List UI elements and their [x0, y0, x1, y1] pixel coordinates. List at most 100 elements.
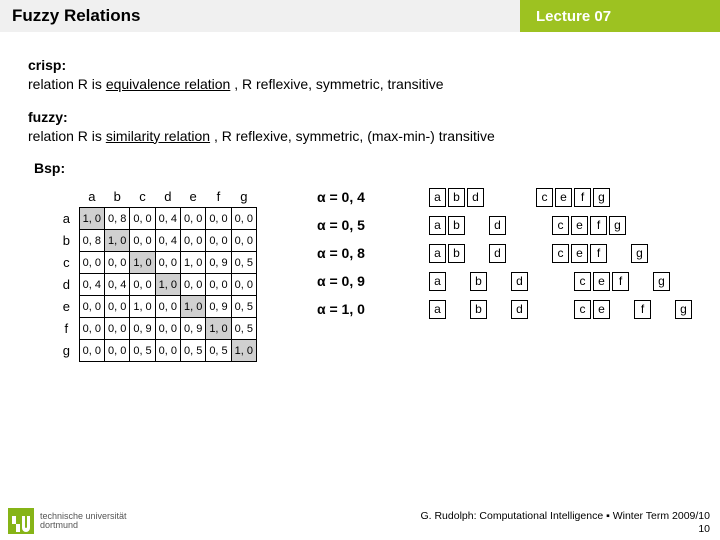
matrix-cell: 0, 5 — [181, 340, 206, 362]
matrix-row-header: e — [54, 296, 79, 318]
equiv-element: c — [536, 188, 553, 207]
lecture-badge: Lecture 07 — [520, 0, 720, 32]
equiv-element: c — [574, 300, 591, 319]
equiv-element: g — [653, 272, 670, 291]
matrix-cell: 0, 4 — [155, 208, 180, 230]
matrix-cell: 0, 4 — [155, 230, 180, 252]
alpha-label: α = 0, 9 — [317, 273, 399, 289]
fuzzy-body-b: , R reflexive, symmetric, (max-min-) tra… — [210, 128, 495, 144]
fuzzy-body-a: relation R is — [28, 128, 106, 144]
matrix-cell: 0, 9 — [206, 296, 231, 318]
matrix-cell: 0, 8 — [79, 230, 104, 252]
equiv-element: a — [429, 300, 446, 319]
matrix-cell: 0, 0 — [155, 252, 180, 274]
crisp-body-a: relation R is — [28, 76, 106, 92]
matrix-cell: 1, 0 — [130, 252, 155, 274]
fuzzy-body-u: similarity relation — [106, 128, 210, 144]
equiv-element: g — [631, 244, 648, 263]
equiv-class: cefg — [536, 188, 610, 207]
equiv-element: f — [612, 272, 629, 291]
equiv-element: a — [429, 216, 446, 235]
equiv-element: f — [634, 300, 651, 319]
alpha-groups: abdcefg — [429, 216, 626, 235]
matrix-cell: 0, 0 — [181, 274, 206, 296]
equiv-element: d — [511, 272, 528, 291]
alpha-row: α = 0, 9 a b d cef g — [317, 272, 692, 291]
matrix-row-header: b — [54, 230, 79, 252]
equiv-element: g — [593, 188, 610, 207]
equiv-class: d — [511, 300, 528, 319]
crisp-term: crisp: — [28, 57, 66, 73]
footer: G. Rudolph: Computational Intelligence ▪… — [420, 510, 710, 536]
equiv-class: cef — [552, 244, 607, 263]
logo-line2: dortmund — [40, 521, 127, 530]
equiv-element: b — [470, 272, 487, 291]
matrix-cell: 0, 5 — [130, 340, 155, 362]
equiv-element: e — [571, 244, 588, 263]
matrix-cell: 0, 0 — [130, 274, 155, 296]
equiv-element: f — [574, 188, 591, 207]
equiv-class: d — [489, 216, 506, 235]
equiv-element: a — [429, 244, 446, 263]
equiv-element: a — [429, 188, 446, 207]
alpha-row: α = 0, 4abdcefg — [317, 188, 692, 207]
matrix-col-header: e — [181, 186, 206, 208]
equiv-element: a — [429, 272, 446, 291]
alpha-label: α = 0, 8 — [317, 245, 399, 261]
matrix-cell: 0, 4 — [79, 274, 104, 296]
def-fuzzy: fuzzy: relation R is similarity relation… — [28, 108, 692, 146]
equiv-class: g — [653, 272, 670, 291]
equiv-class: cef — [574, 272, 629, 291]
alpha-groups: a b d ce f g — [429, 300, 692, 319]
matrix-cell: 1, 0 — [105, 230, 130, 252]
equiv-class: b — [470, 300, 487, 319]
equiv-element: b — [448, 188, 465, 207]
matrix-cell: 0, 0 — [130, 230, 155, 252]
equiv-element: b — [470, 300, 487, 319]
equiv-class: f — [634, 300, 651, 319]
equiv-class: abd — [429, 188, 484, 207]
alpha-row: α = 1, 0abdcefg — [317, 300, 692, 319]
matrix-cell: 0, 0 — [206, 208, 231, 230]
matrix-cell: 1, 0 — [181, 296, 206, 318]
equiv-class: g — [631, 244, 648, 263]
equiv-element: g — [609, 216, 626, 235]
matrix-row-header: g — [54, 340, 79, 362]
matrix-row-header: a — [54, 208, 79, 230]
equiv-class: b — [470, 272, 487, 291]
footer-page: 10 — [698, 523, 710, 535]
equiv-element: f — [590, 244, 607, 263]
matrix-cell: 0, 9 — [181, 318, 206, 340]
alpha-row: α = 0, 8abdcefg — [317, 244, 692, 263]
matrix-cell: 1, 0 — [130, 296, 155, 318]
equiv-element: d — [467, 188, 484, 207]
page-title: Fuzzy Relations — [0, 0, 520, 32]
equiv-element: e — [593, 300, 610, 319]
matrix-cell: 0, 0 — [105, 252, 130, 274]
matrix-row-header: f — [54, 318, 79, 340]
alpha-row: α = 0, 5abdcefg — [317, 216, 692, 235]
equiv-element: e — [593, 272, 610, 291]
tu-logo-text: technische universität dortmund — [40, 512, 127, 531]
matrix-cell: 0, 0 — [155, 296, 180, 318]
matrix-cell: 0, 4 — [105, 274, 130, 296]
tu-logo: technische universität dortmund — [8, 508, 127, 534]
similarity-matrix: abcdefga1, 00, 80, 00, 40, 00, 00, 0b0, … — [54, 186, 257, 363]
crisp-body-b: , R reflexive, symmetric, transitive — [230, 76, 443, 92]
equiv-class: d — [489, 244, 506, 263]
def-crisp: crisp: relation R is equivalence relatio… — [28, 56, 692, 94]
matrix-cell: 0, 0 — [231, 208, 256, 230]
matrix-row-header: d — [54, 274, 79, 296]
equiv-class: ce — [574, 300, 610, 319]
equiv-element: c — [552, 216, 569, 235]
matrix-cell: 0, 0 — [79, 252, 104, 274]
equiv-class: g — [675, 300, 692, 319]
matrix-cell: 0, 0 — [105, 296, 130, 318]
matrix-cell: 0, 0 — [130, 208, 155, 230]
bsp-label: Bsp: — [34, 160, 692, 176]
matrix-cell: 0, 0 — [105, 340, 130, 362]
matrix-cell: 0, 5 — [231, 296, 256, 318]
matrix-cell: 0, 0 — [231, 230, 256, 252]
matrix-cell: 0, 0 — [155, 318, 180, 340]
alpha-groups: abd cefg — [429, 188, 610, 207]
